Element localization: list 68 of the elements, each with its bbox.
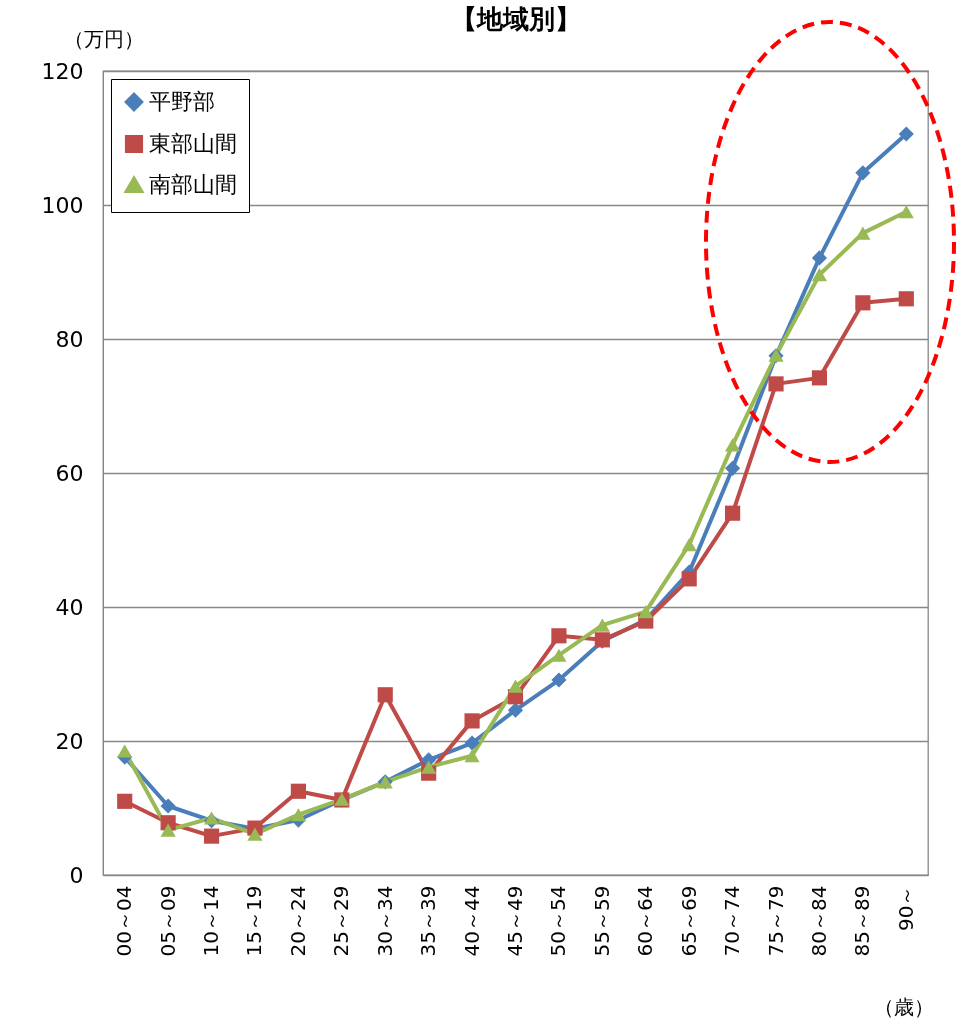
x-tick-label: 00～04 — [112, 885, 137, 957]
point — [898, 205, 914, 219]
y-tick-label: 60 — [55, 460, 84, 486]
point — [855, 226, 871, 240]
x-tick-label: 50～54 — [546, 885, 571, 957]
point — [203, 811, 220, 825]
x-tick-label: 60～64 — [633, 885, 658, 957]
x-tick-label: 20～24 — [285, 885, 310, 957]
x-tick-label: 70～74 — [720, 885, 745, 957]
point — [898, 126, 914, 142]
point — [898, 291, 914, 307]
point — [681, 538, 697, 552]
point — [247, 827, 263, 841]
x-tick-label: 30～34 — [372, 885, 397, 957]
x-tick-label: 10～14 — [199, 885, 224, 957]
point — [160, 798, 176, 814]
point — [203, 828, 220, 844]
point — [551, 648, 567, 662]
x-tick-label: 35～39 — [416, 885, 441, 957]
x-tick-label: 65～69 — [676, 885, 701, 957]
point — [507, 702, 524, 718]
y-tick-label: 100 — [41, 192, 84, 218]
x-axis-title: （歳） — [873, 994, 934, 1019]
point — [117, 793, 133, 809]
point — [811, 370, 828, 386]
point — [117, 744, 133, 758]
point — [421, 760, 437, 774]
legend-label: 東部山間 — [149, 131, 237, 156]
point — [811, 268, 828, 282]
point — [377, 687, 393, 703]
x-tick-label: 55～59 — [589, 885, 614, 957]
legend-label: 平野部 — [149, 89, 215, 114]
point — [464, 713, 480, 729]
point — [638, 605, 654, 619]
x-tick-label: 05～09 — [155, 885, 180, 957]
x-tick-label: 80～84 — [806, 885, 831, 957]
y-tick-label: 80 — [55, 326, 84, 352]
x-tick-label: 45～49 — [503, 885, 527, 957]
x-tick-label: 90～ — [893, 885, 918, 931]
y-tick-label: 0 — [69, 862, 84, 888]
point — [855, 165, 871, 181]
x-tick-label: 40～44 — [459, 885, 484, 957]
point — [725, 438, 741, 452]
point — [551, 628, 567, 644]
x-tick-label: 15～19 — [242, 885, 267, 957]
point — [725, 505, 741, 521]
point — [725, 460, 741, 476]
y-tick-label: 40 — [55, 594, 84, 620]
point — [681, 571, 697, 587]
point — [594, 618, 610, 632]
chart-title: 【地域別】 — [450, 4, 581, 34]
point — [464, 735, 480, 751]
point — [811, 250, 828, 266]
point — [768, 376, 784, 392]
point — [290, 808, 306, 822]
point — [160, 823, 176, 837]
legend-label: 南部山間 — [149, 172, 237, 197]
point — [507, 679, 524, 693]
point — [855, 295, 871, 311]
point — [551, 672, 567, 688]
x-tick-label: 25～29 — [329, 885, 354, 957]
point — [290, 783, 306, 799]
point — [464, 749, 480, 763]
x-tick-label: 85～89 — [850, 885, 875, 957]
x-tick-label: 75～79 — [763, 885, 788, 957]
y-axis-title: （万円） — [63, 26, 144, 51]
y-tick-label: 120 — [41, 58, 84, 84]
y-tick-label: 20 — [55, 728, 84, 754]
